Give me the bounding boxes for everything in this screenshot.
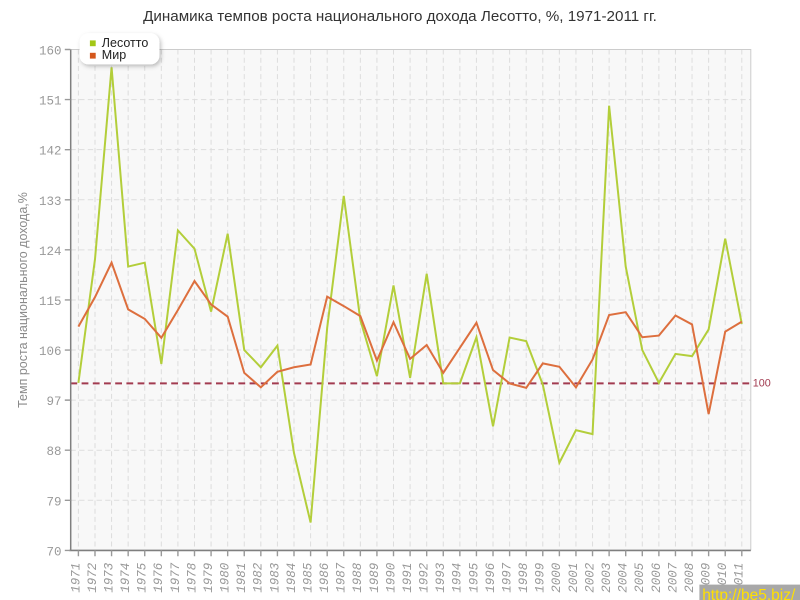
svg-text:2003: 2003	[600, 562, 614, 593]
svg-text:88: 88	[46, 445, 61, 459]
svg-text:79: 79	[46, 495, 61, 509]
svg-text:1981: 1981	[235, 563, 249, 593]
svg-text:1999: 1999	[534, 563, 548, 593]
svg-text:1976: 1976	[152, 562, 166, 593]
svg-text:1995: 1995	[467, 562, 481, 593]
svg-text:106: 106	[39, 345, 62, 359]
svg-text:1986: 1986	[318, 562, 332, 593]
svg-text:1998: 1998	[517, 562, 531, 593]
svg-text:1997: 1997	[501, 562, 515, 593]
svg-text:1985: 1985	[301, 562, 315, 593]
svg-text:2007: 2007	[666, 562, 680, 593]
svg-text:1980: 1980	[219, 562, 233, 593]
svg-text:1983: 1983	[268, 562, 282, 593]
svg-text:1991: 1991	[401, 563, 415, 593]
svg-text:133: 133	[39, 195, 62, 209]
svg-text:1994: 1994	[451, 563, 465, 593]
svg-text:100: 100	[753, 378, 771, 390]
svg-text:1982: 1982	[252, 562, 266, 593]
svg-text:Лесотто: Лесотто	[102, 36, 149, 50]
svg-text:1984: 1984	[285, 563, 299, 593]
svg-text:1993: 1993	[434, 562, 448, 593]
svg-text:124: 124	[39, 245, 62, 259]
svg-text:2008: 2008	[683, 562, 697, 593]
svg-text:1975: 1975	[136, 562, 150, 593]
svg-text:1992: 1992	[418, 562, 432, 593]
svg-text:2004: 2004	[617, 563, 631, 593]
svg-text:1988: 1988	[351, 562, 365, 593]
svg-text:151: 151	[39, 95, 62, 109]
svg-text:1987: 1987	[335, 562, 349, 593]
svg-text:1979: 1979	[202, 563, 216, 593]
svg-text:142: 142	[39, 145, 62, 159]
svg-text:1978: 1978	[185, 562, 199, 593]
svg-text:160: 160	[39, 45, 62, 59]
svg-text:http://be5.biz/: http://be5.biz/	[702, 587, 796, 600]
svg-text:1990: 1990	[384, 562, 398, 593]
svg-text:97: 97	[46, 395, 61, 409]
svg-text:2000: 2000	[550, 562, 564, 593]
svg-text:1972: 1972	[86, 562, 100, 593]
svg-text:Темп роста национального доход: Темп роста национального дохода,%	[16, 192, 30, 408]
svg-text:2002: 2002	[583, 562, 597, 593]
svg-text:1977: 1977	[169, 562, 183, 593]
svg-text:1996: 1996	[484, 562, 498, 593]
svg-text:2005: 2005	[633, 562, 647, 593]
svg-text:Динамика темпов роста национал: Динамика темпов роста национального дохо…	[143, 8, 657, 25]
svg-text:2001: 2001	[567, 563, 581, 593]
svg-text:115: 115	[39, 295, 62, 309]
svg-text:Мир: Мир	[102, 48, 126, 62]
svg-text:1973: 1973	[102, 562, 116, 593]
svg-text:2006: 2006	[650, 562, 664, 593]
svg-text:1974: 1974	[119, 563, 133, 593]
svg-text:70: 70	[46, 545, 61, 559]
svg-text:1971: 1971	[69, 563, 83, 593]
svg-text:1989: 1989	[368, 563, 382, 593]
